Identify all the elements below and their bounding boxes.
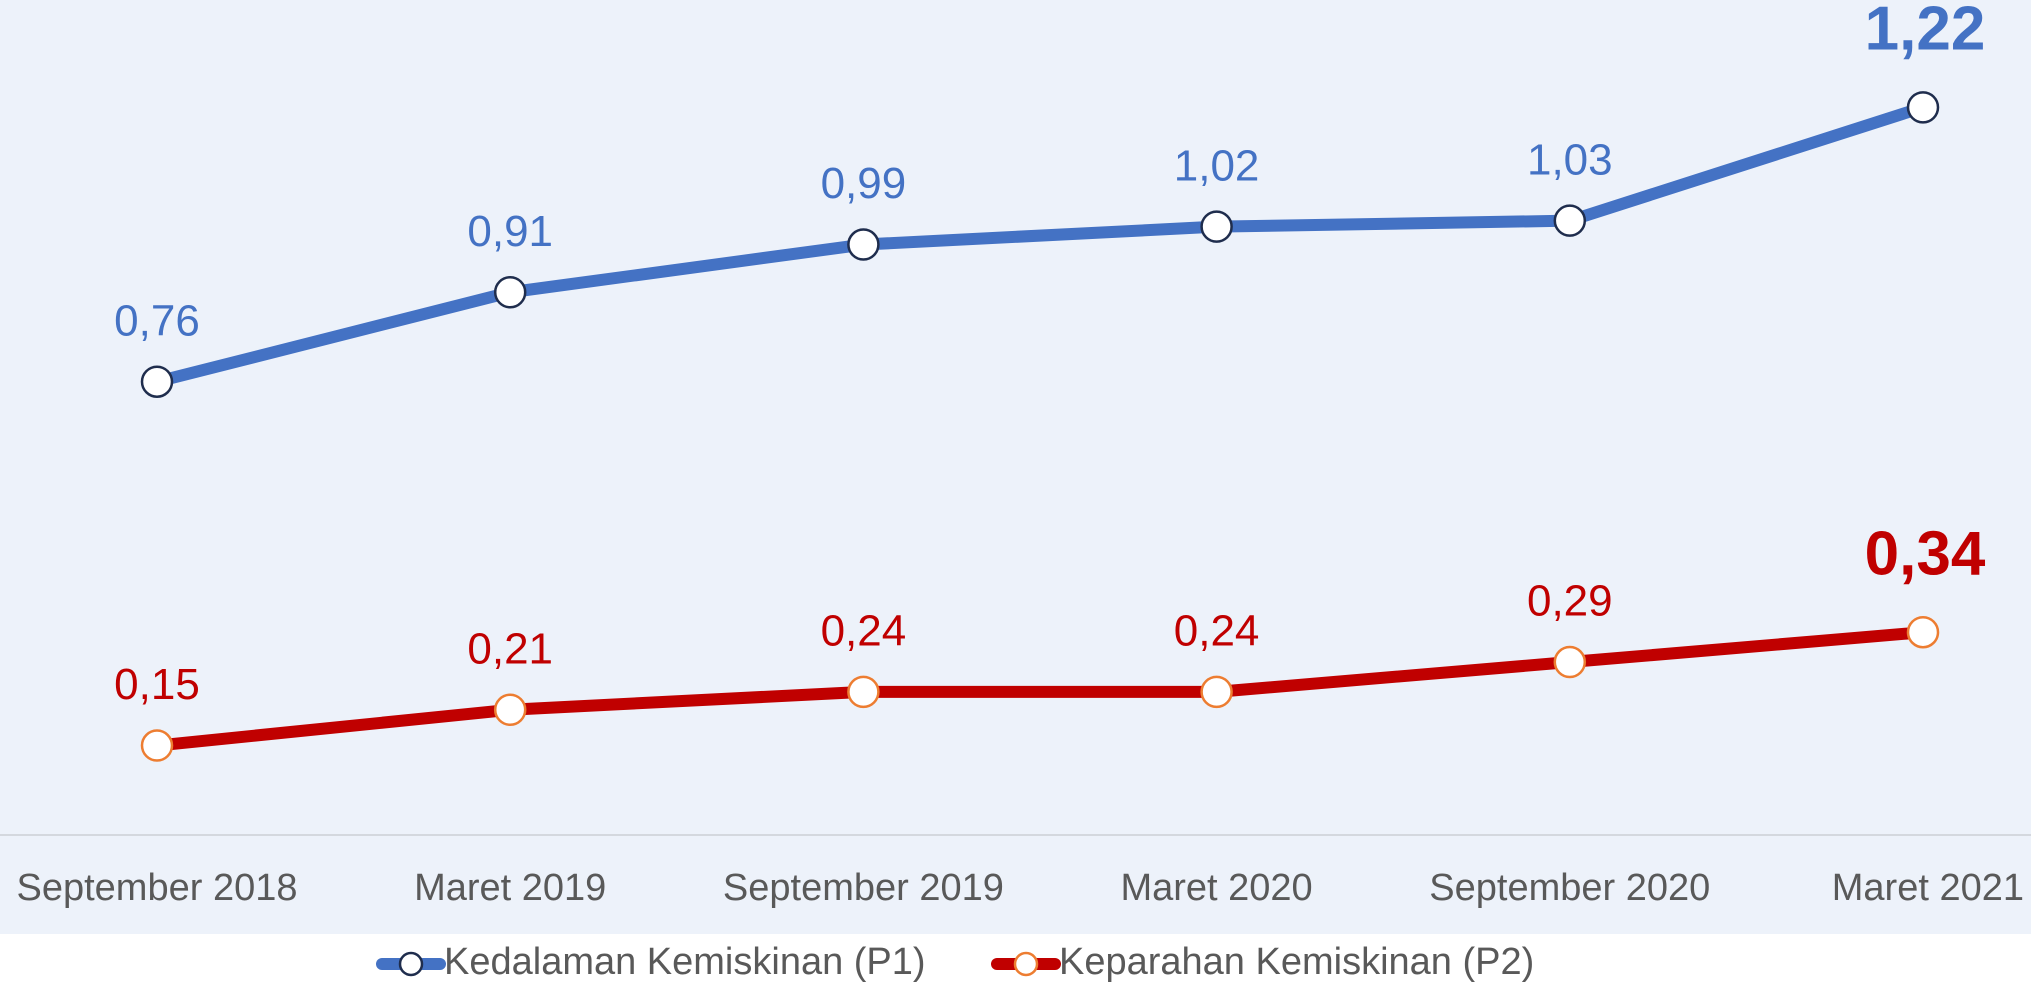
data-label: 1,02 [1174,141,1260,190]
data-label: 1,03 [1527,135,1613,184]
x-tick-label: Maret 2020 [1120,867,1312,909]
legend-marker [1013,951,1039,977]
marker [493,693,527,726]
data-label: 0,91 [467,207,553,256]
marker [1906,91,1940,124]
marker [1906,615,1940,649]
data-label: 0,24 [1174,606,1260,655]
marker [1200,675,1233,709]
data-label: 0,21 [467,624,553,673]
x-tick-label: September 2019 [723,867,1004,909]
data-label: 0,34 [1865,520,1986,589]
x-tick-label: September 2020 [1429,867,1710,909]
marker [1200,210,1233,243]
legend-label: Keparahan Kemiskinan (P2) [1059,941,1534,983]
data-label: 1,22 [1865,0,1986,64]
marker [140,729,174,762]
data-label: 0,15 [114,660,200,709]
marker [1553,645,1587,679]
series-line [156,626,1924,752]
legend-marker [398,951,424,977]
data-label: 0,24 [821,606,907,655]
marker [140,365,174,398]
data-label: 0,29 [1527,577,1613,626]
x-tick-label: Maret 2019 [414,867,606,909]
data-label: 0,76 [114,296,200,345]
plot-background [0,0,2031,934]
marker [847,675,880,709]
series-line [155,101,1925,388]
marker [1553,204,1587,237]
x-tick-label: September 2018 [17,867,298,909]
marker [493,276,527,309]
x-tick-label: Maret 2021 [1832,867,2024,909]
marker [847,228,880,261]
legend-label: Kedalaman Kemiskinan (P1) [444,941,926,983]
data-label: 0,99 [821,159,907,208]
